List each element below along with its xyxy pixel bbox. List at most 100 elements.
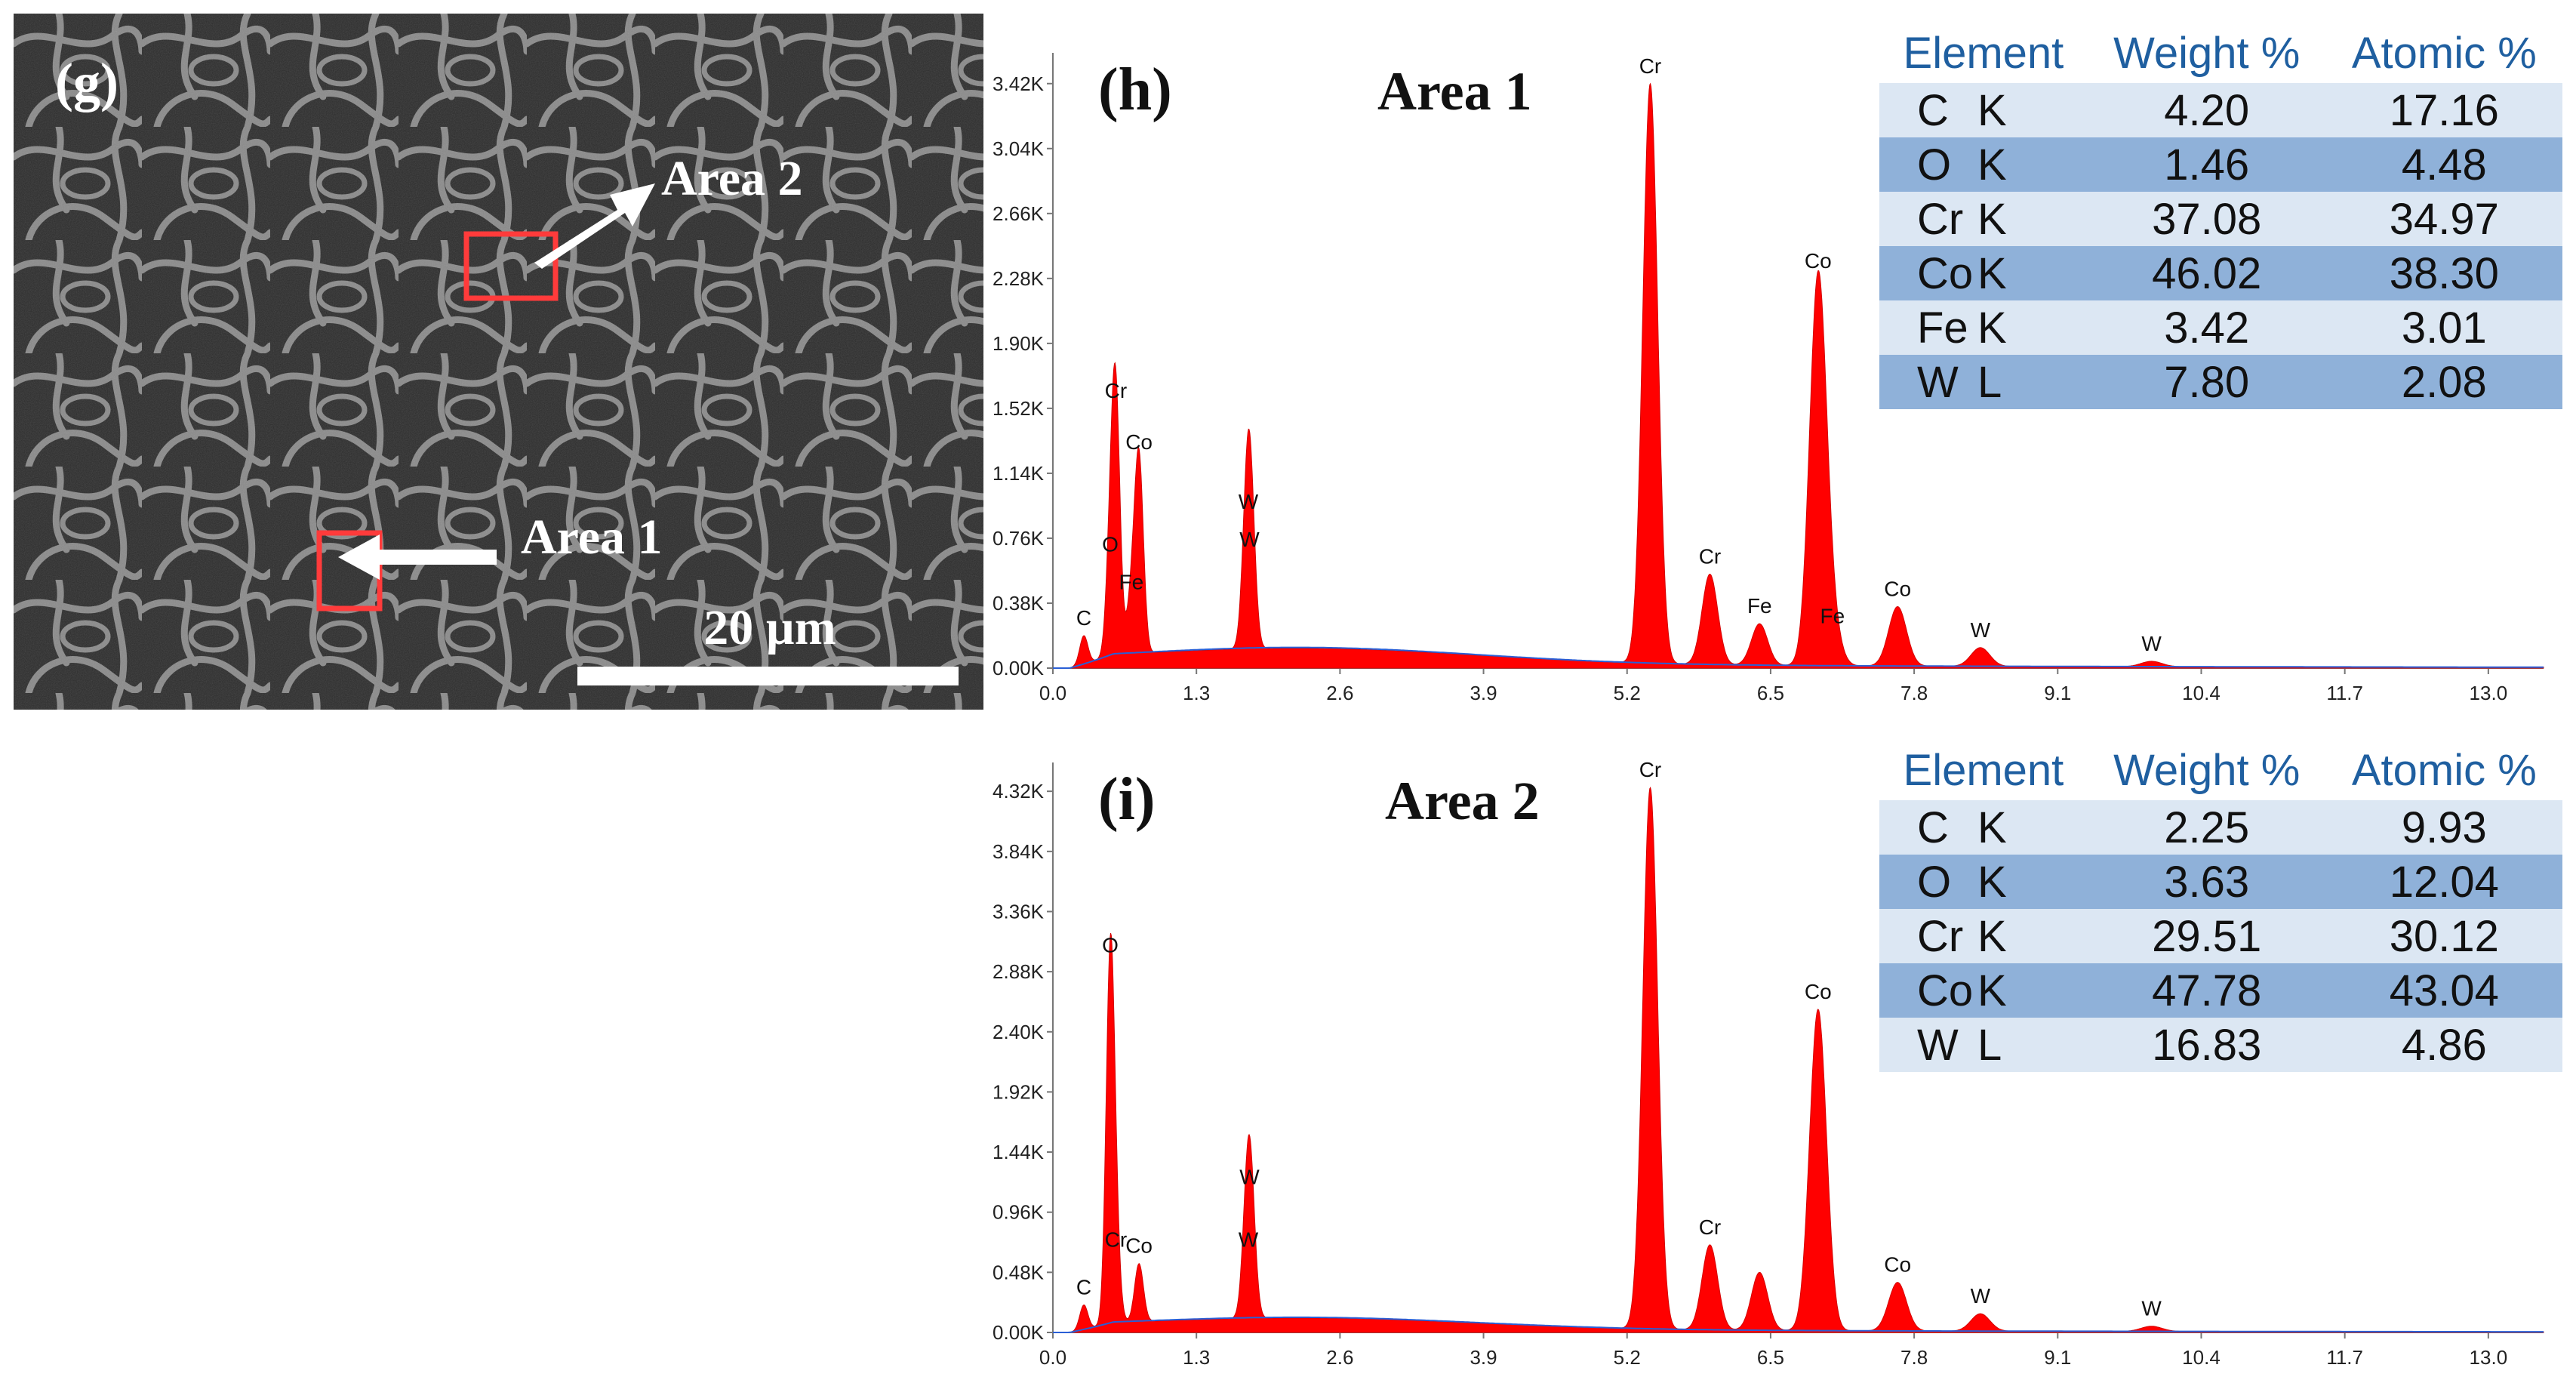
atomic-cell: 4.86 (2325, 1018, 2562, 1072)
x-tick-label: 5.2 (1614, 1346, 1641, 1369)
weight-cell: 3.42 (2087, 300, 2326, 355)
atomic-cell: 9.93 (2325, 800, 2562, 855)
eds-spectrum-area2: (i) Area 2 0.00K 0.48K 0.96K 1.44K 1.92K 2.40… (993, 758, 2544, 1369)
background-fit-line (1053, 646, 2544, 669)
y-tick-label: 2.40K (993, 1021, 1045, 1043)
element-line: L (1977, 357, 2002, 407)
weight-cell: 37.08 (2087, 192, 2326, 246)
y-tick-label: 1.52K (993, 397, 1045, 420)
peak-label: W (1971, 618, 1991, 642)
x-tick-label: 9.1 (2044, 1346, 2071, 1369)
peak-label: W (2141, 1297, 2162, 1320)
element-line: K (1977, 911, 2007, 961)
element-symbol: O (1917, 857, 1952, 907)
table-row: O K 3.63 12.04 (1879, 855, 2562, 909)
peak-label: Co (1805, 980, 1832, 1003)
element-cell: Co K (1879, 246, 2088, 300)
element-symbol: Cr (1917, 194, 1964, 244)
peak-label: Cr (1639, 758, 1662, 781)
table-row: W L 7.80 2.08 (1879, 355, 2562, 409)
col-weight: Weight % (2113, 28, 2301, 78)
x-tick-label: 10.4 (2182, 1346, 2221, 1369)
peak-label: Cr (1699, 1215, 1722, 1239)
peak-label: W (1239, 528, 1260, 551)
element-symbol: W (1917, 357, 1959, 407)
table-row: C K 4.20 17.16 (1879, 83, 2562, 137)
table-row: Cr K 37.08 34.97 (1879, 192, 2562, 246)
element-symbol: C (1917, 802, 1949, 852)
weight-cell: 29.51 (2087, 909, 2326, 963)
y-tick-label: 0.00K (993, 657, 1045, 679)
x-tick-label: 2.6 (1326, 682, 1353, 704)
peak-label: W (1239, 1228, 1259, 1251)
x-tick-label: 9.1 (2044, 682, 2071, 704)
element-symbol: Fe (1917, 303, 1968, 353)
element-line: K (1977, 248, 2007, 298)
atomic-cell: 38.30 (2325, 246, 2562, 300)
element-line: K (1977, 802, 2007, 852)
x-tick-label: 2.6 (1326, 1346, 1353, 1369)
weight-cell: 4.20 (2087, 83, 2326, 137)
atomic-cell: 4.48 (2325, 137, 2562, 192)
atomic-cell: 30.12 (2325, 909, 2562, 963)
y-tick-label: 0.00K (993, 1321, 1045, 1344)
peak-label: Co (1884, 578, 1911, 601)
area1-arrow (338, 534, 497, 580)
atomic-cell: 3.01 (2325, 300, 2562, 355)
col-atomic: Atomic % (2351, 745, 2537, 795)
peak-label: Cr (1105, 1228, 1128, 1251)
y-tick-label: 2.28K (993, 267, 1045, 290)
table-row: Cr K 29.51 30.12 (1879, 909, 2562, 963)
composition-table-area2: Element Weight % Atomic % C K 2.25 9.93 O K 3.… (1879, 740, 2562, 1072)
weight-cell: 2.25 (2087, 800, 2326, 855)
y-tick-label: 1.44K (993, 1141, 1045, 1163)
atomic-cell: 17.16 (2325, 83, 2562, 137)
col-element: Element (1903, 745, 2064, 795)
table-row: Fe K 3.42 3.01 (1879, 300, 2562, 355)
x-tick-label: 3.9 (1470, 1346, 1497, 1369)
y-tick-label: 1.14K (993, 462, 1045, 485)
table-row: O K 1.46 4.48 (1879, 137, 2562, 192)
table-row: W L 16.83 4.86 (1879, 1018, 2562, 1072)
table-header-row: Element Weight % Atomic % (1879, 23, 2562, 83)
x-tick-label: 3.9 (1470, 682, 1497, 704)
peak-label: Cr (1699, 544, 1722, 568)
element-line: K (1977, 857, 2007, 907)
plot-area-h: 0.00K 0.38K 0.76K 1.14K 1.52K 1.90K 2.28K 2.66K… (993, 53, 2544, 704)
plot-area-i: 0.00K 0.48K 0.96K 1.44K 1.92K 2.40K 2.88K 3.36K… (993, 758, 2544, 1369)
peak-label: O (1102, 933, 1119, 957)
element-symbol: Co (1917, 966, 1974, 1015)
peak-label: C (1076, 606, 1091, 630)
peak-label: Co (1884, 1253, 1911, 1277)
x-tick-label: 1.3 (1183, 682, 1210, 704)
y-tick-label: 3.36K (993, 900, 1045, 923)
element-cell: Cr K (1879, 909, 2088, 963)
panel-label-g: (g) (55, 52, 118, 112)
weight-cell: 47.78 (2087, 963, 2326, 1018)
area2-arrow (534, 183, 655, 269)
peak-label: Co (1805, 249, 1832, 273)
spectrum-title-i: Area 2 (1385, 771, 1540, 831)
y-tick-label: 4.32K (993, 780, 1045, 802)
element-symbol: O (1917, 140, 1952, 189)
peak-label: O (1102, 533, 1119, 556)
x-tick-label: 5.2 (1614, 682, 1641, 704)
x-tick-label: 0.0 (1039, 682, 1066, 704)
table-row: C K 2.25 9.93 (1879, 800, 2562, 855)
weight-cell: 1.46 (2087, 137, 2326, 192)
peak-label: Fe (1119, 570, 1144, 593)
spectrum-title-h: Area 1 (1377, 61, 1532, 122)
element-line: K (1977, 303, 2007, 353)
atomic-cell: 12.04 (2325, 855, 2562, 909)
weight-cell: 3.63 (2087, 855, 2326, 909)
col-atomic: Atomic % (2351, 28, 2537, 78)
table-row: Co K 47.78 43.04 (1879, 963, 2562, 1018)
peak-label: Co (1125, 1234, 1153, 1258)
sem-micrograph: (g) Area 2 Area 1 20 µm (14, 14, 983, 710)
y-tick-label: 0.96K (993, 1201, 1045, 1224)
peak-label: Co (1125, 430, 1153, 454)
